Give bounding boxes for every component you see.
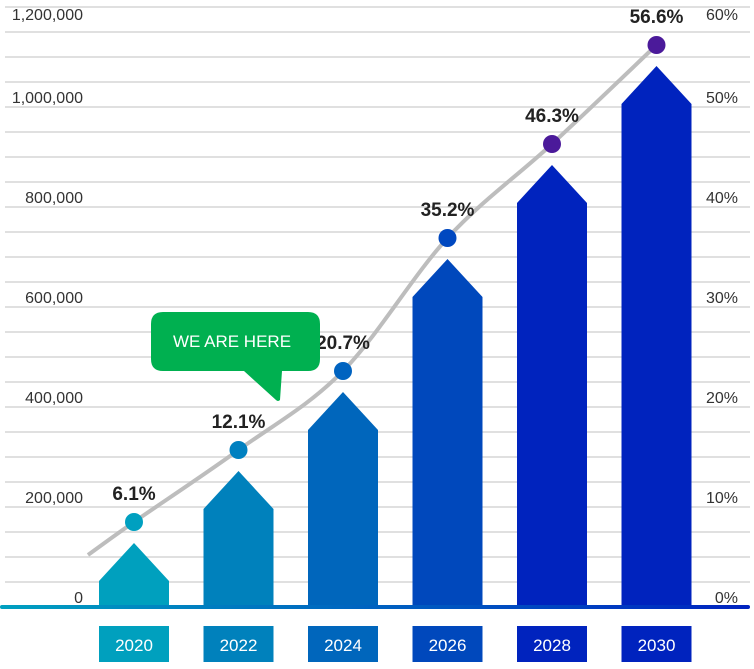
x-label-box-2022 (203, 626, 274, 662)
y2-tick-label: 10% (706, 490, 738, 507)
y2-tick-label: 30% (706, 290, 738, 307)
x-tick-label: 2030 (638, 636, 676, 655)
y2-tick-label: 50% (706, 90, 738, 107)
we-are-here-callout: WE ARE HERE (151, 312, 320, 401)
percent-label: 35.2% (421, 200, 475, 221)
trend-point-2028 (543, 135, 561, 153)
trend-point-2024 (334, 362, 352, 380)
callout-text: WE ARE HERE (173, 332, 291, 351)
y-axis-left: 0 200,000 400,000 600,000 800,000 1,000,000 1,… (12, 7, 83, 607)
trend-point-2020 (125, 513, 143, 531)
y2-tick-label: 20% (706, 390, 738, 407)
bar-2020 (99, 543, 169, 607)
percent-label: 56.6% (630, 7, 684, 28)
y-tick-label: 1,000,000 (12, 90, 83, 107)
x-label-box-2020 (99, 626, 169, 662)
y-tick-label: 1,200,000 (12, 7, 83, 24)
bar-2022 (203, 471, 274, 607)
y2-tick-label: 0% (715, 590, 738, 607)
bars (99, 66, 692, 607)
y-axis-right: 0% 10% 20% 30% 40% 50% 60% (706, 7, 738, 607)
x-label-box-2030 (621, 626, 692, 662)
y-tick-label: 600,000 (25, 290, 83, 307)
y2-tick-label: 40% (706, 190, 738, 207)
trend-point-2022 (229, 441, 248, 459)
trend-point-2026 (438, 229, 457, 247)
y2-tick-label: 60% (706, 7, 738, 24)
bar-2024 (308, 392, 378, 607)
percent-label: 6.1% (112, 484, 155, 505)
x-tick-label: 2028 (533, 636, 571, 655)
percent-label: 20.7% (316, 333, 370, 354)
x-axis-line (0, 605, 750, 609)
y-tick-label: 400,000 (25, 390, 83, 407)
y-tick-label: 200,000 (25, 490, 83, 507)
x-tick-label: 2020 (115, 636, 153, 655)
bar-2028 (517, 165, 587, 607)
callout-bubble (151, 312, 320, 401)
x-tick-label: 2024 (324, 636, 362, 655)
x-axis-labels: 2020 2022 2024 2026 2028 2030 (99, 626, 692, 662)
trend-points: 6.1% 12.1% 20.7% 35.2% 46.3% 56.6% (112, 7, 684, 531)
x-tick-label: 2022 (220, 636, 258, 655)
y-tick-label: 800,000 (25, 190, 83, 207)
x-label-box-2026 (412, 626, 483, 662)
bar-2030 (621, 66, 692, 607)
percent-label: 46.3% (525, 106, 579, 127)
x-label-box-2024 (308, 626, 378, 662)
percent-label: 12.1% (212, 412, 266, 433)
x-label-box-2028 (517, 626, 587, 662)
y-tick-label: 0 (74, 590, 83, 607)
trend-point-2030 (647, 36, 666, 54)
x-tick-label: 2026 (429, 636, 467, 655)
bar-2026 (412, 259, 483, 607)
